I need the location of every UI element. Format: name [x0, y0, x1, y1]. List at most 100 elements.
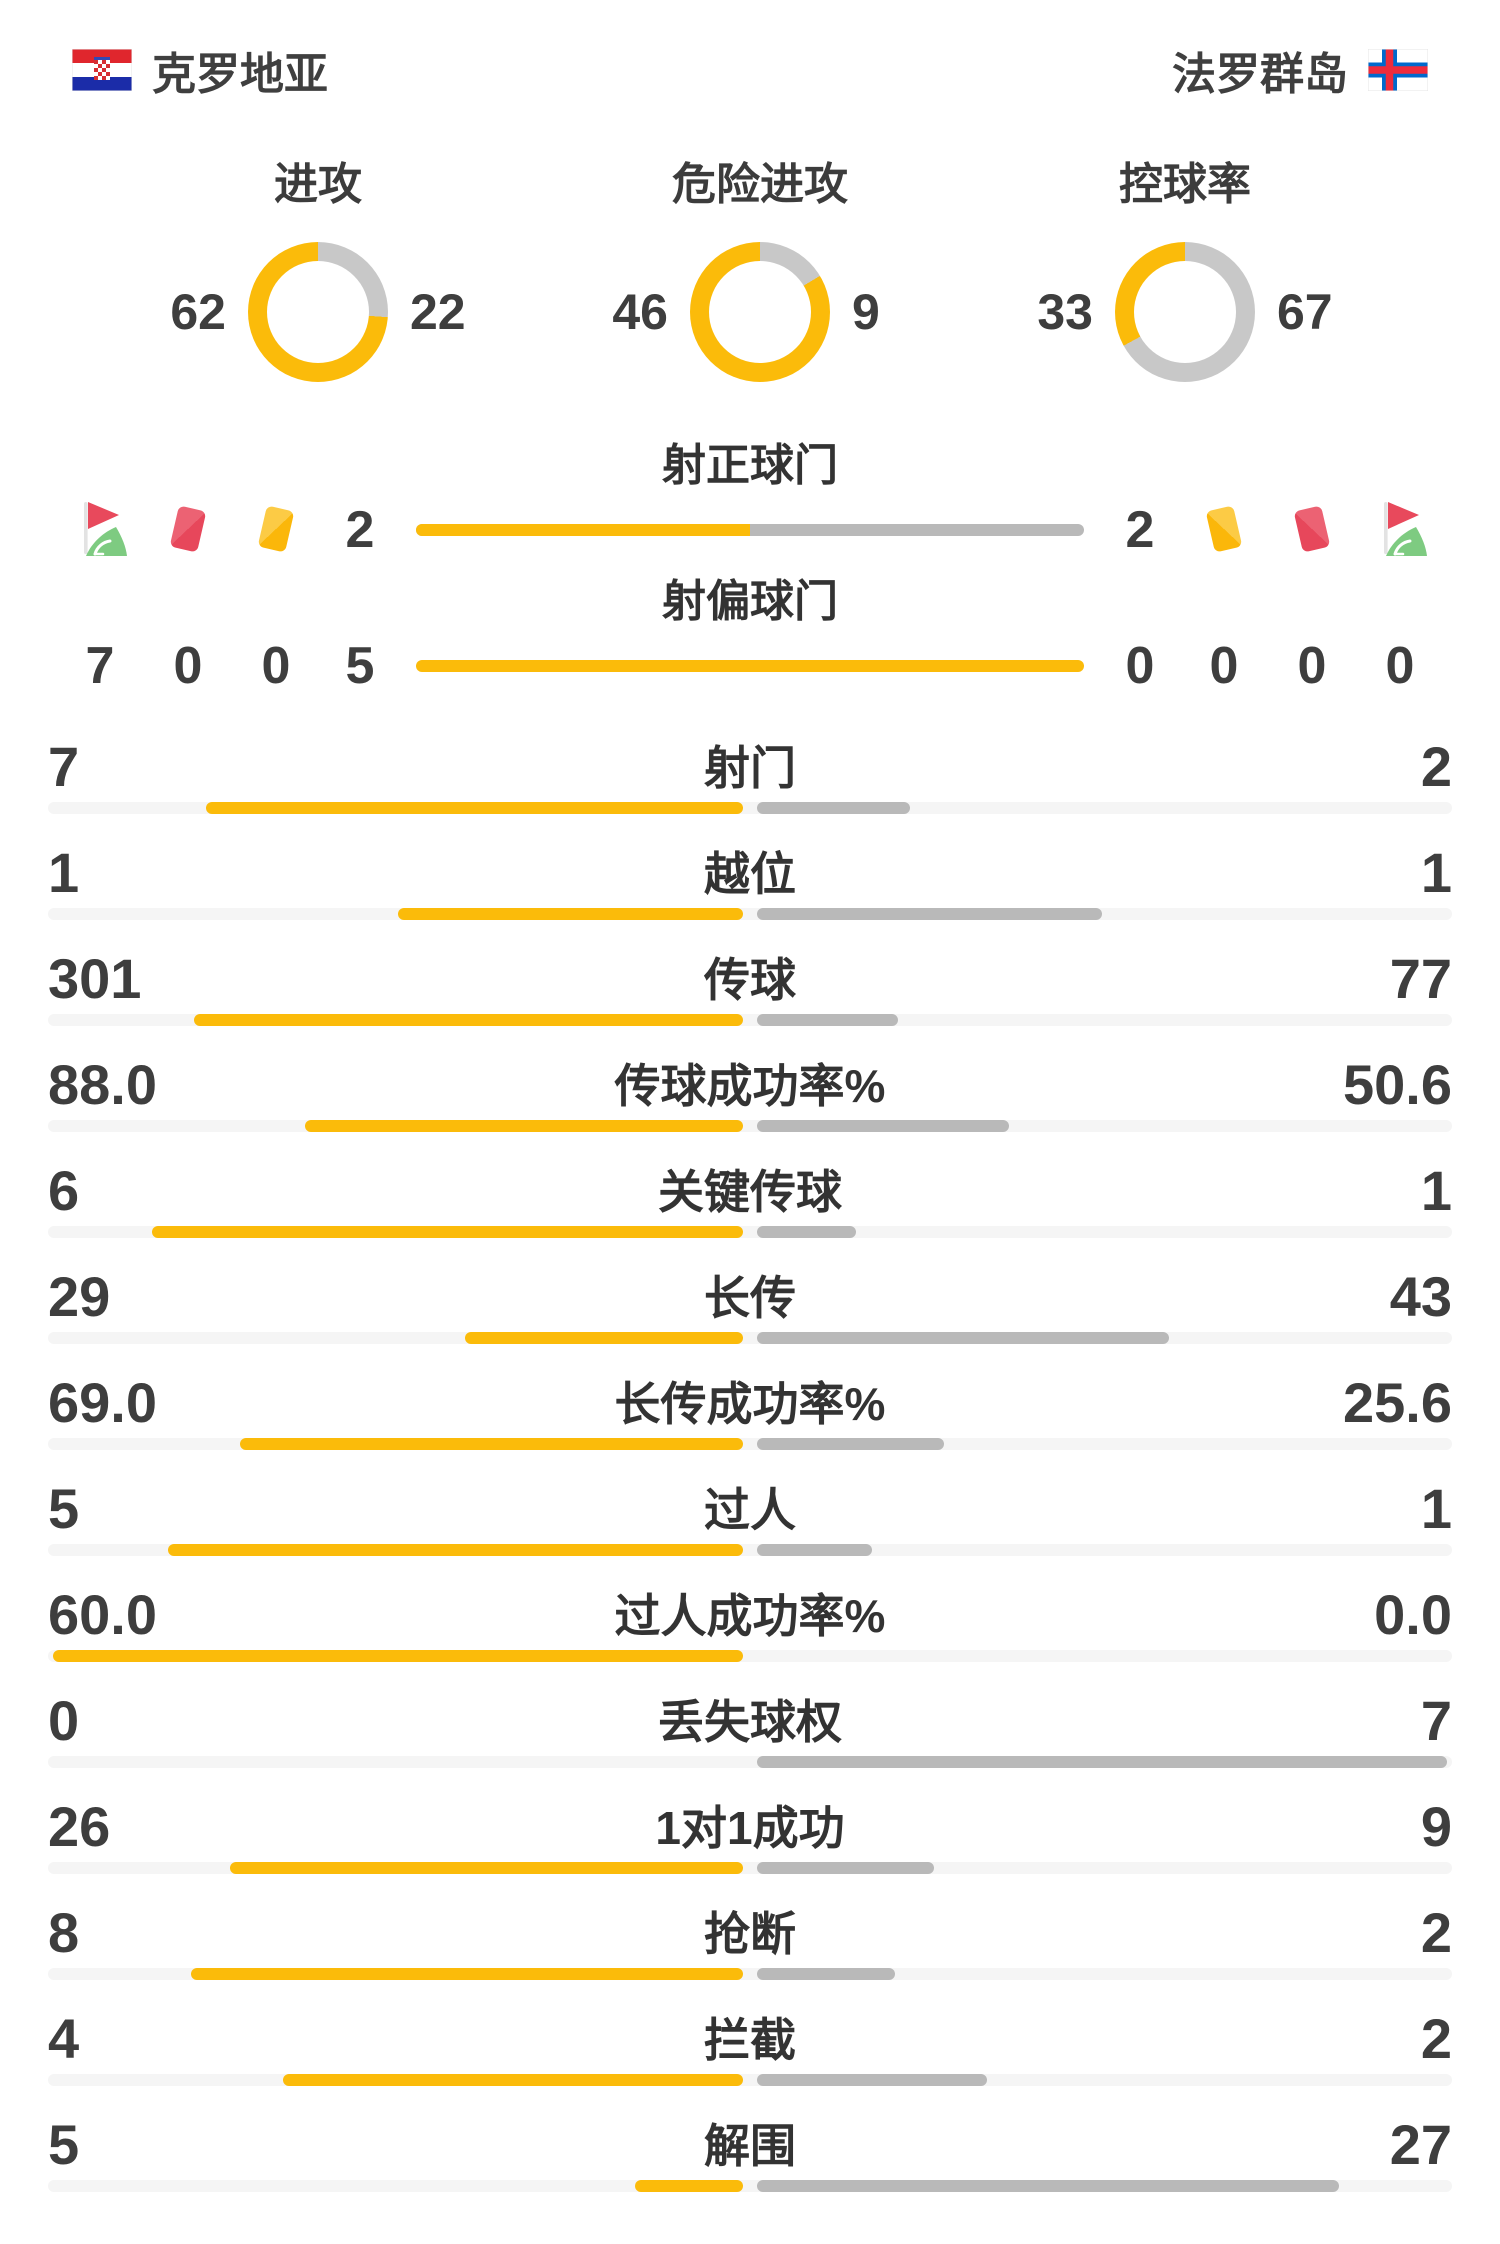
- away-stat-value: 0.0: [1374, 1583, 1452, 1646]
- stat-row: 29 长传 43: [48, 1268, 1452, 1374]
- stat-bar-track: [48, 1544, 1452, 1556]
- stat-bar-track: [48, 1226, 1452, 1238]
- shots-on-target-label: 射正球门: [662, 441, 838, 490]
- away-bar-segment: [757, 1014, 898, 1026]
- stat-label: 传球成功率%: [614, 1060, 886, 1112]
- home-discipline-icons: [72, 500, 304, 560]
- stat-row-header: 29 长传 43: [48, 1268, 1452, 1326]
- home-bar-segment: [465, 1332, 743, 1344]
- home-bar-segment: [167, 1544, 743, 1556]
- home-bar-fill: [416, 524, 750, 536]
- home-bar-segment: [151, 1226, 743, 1238]
- stat-row: 1 越位 1: [48, 844, 1452, 950]
- stat-row: 69.0 长传成功率% 25.6: [48, 1374, 1452, 1480]
- home-stat-value: 4: [48, 2007, 80, 2070]
- away-bar-segment: [757, 1544, 872, 1556]
- stat-row-header: 1 越位 1: [48, 844, 1452, 902]
- away-yellow-cards-count: 0: [1209, 637, 1239, 695]
- away-stat-value: 7: [1420, 1689, 1452, 1752]
- stats-list: 7 射门 2 1 越位 1 301 传球: [0, 738, 1500, 2222]
- shots-on-target-row: 2 2: [72, 498, 1428, 562]
- away-bar-segment: [757, 1756, 1448, 1768]
- stat-label: 拦截: [704, 2014, 796, 2066]
- shots-off-target-label: 射偏球门: [662, 577, 838, 626]
- away-discipline-counts: 0 0 0: [1196, 636, 1428, 696]
- away-stat-value: 1: [1420, 841, 1452, 904]
- stat-label: 射门: [704, 742, 796, 794]
- attacks-donut-group: 进攻 62 22: [148, 160, 488, 382]
- stat-row-header: 301 传球 77: [48, 950, 1452, 1008]
- home-bar-segment: [193, 1014, 743, 1026]
- stat-label: 越位: [704, 848, 796, 900]
- stat-label: 过人成功率%: [614, 1590, 886, 1642]
- donut-section: 进攻 62 22 危险进攻 46 9 控球率 33 67: [0, 160, 1500, 410]
- team-header: 克罗地亚 法罗群岛: [0, 0, 1500, 102]
- home-bar-segment: [52, 1650, 743, 1662]
- stat-row: 301 传球 77: [48, 950, 1452, 1056]
- donut-away-value: 67: [1277, 284, 1333, 340]
- shots-off-target-bar: [416, 660, 1084, 672]
- home-yellow-cards-count: 0: [261, 637, 291, 695]
- stat-bar-track: [48, 1332, 1452, 1344]
- stat-bar-track: [48, 2180, 1452, 2192]
- shots-on-target-home-value: 2: [345, 501, 375, 559]
- away-bar-segment: [757, 1968, 895, 1980]
- stat-label: 关键传球: [658, 1166, 842, 1218]
- home-team: 克罗地亚: [72, 38, 328, 102]
- stat-row-header: 8 抢断 2: [48, 1904, 1452, 1962]
- donut-chart: [690, 242, 830, 382]
- stat-row: 5 解围 27: [48, 2116, 1452, 2222]
- away-stat-value: 2: [1420, 2007, 1452, 2070]
- stat-row: 26 1对1成功 9: [48, 1798, 1452, 1904]
- stat-bar-track: [48, 1438, 1452, 1450]
- stat-bar-track: [48, 2074, 1452, 2086]
- stat-row-header: 60.0 过人成功率% 0.0: [48, 1586, 1452, 1644]
- home-bar-segment: [230, 1862, 743, 1874]
- red-card-icon: [170, 506, 206, 552]
- stat-row-header: 26 1对1成功 9: [48, 1798, 1452, 1856]
- away-discipline-icons: [1196, 500, 1428, 560]
- away-bar-segment: [757, 1120, 1009, 1132]
- stat-bar-track: [48, 1120, 1452, 1132]
- shots-section: 射正球门: [0, 440, 1500, 698]
- home-bar-segment: [239, 1438, 743, 1450]
- stat-bar-track: [48, 908, 1452, 920]
- away-stat-value: 77: [1389, 947, 1452, 1010]
- stat-row-header: 5 解围 27: [48, 2116, 1452, 2174]
- dangerous-attacks-donut-group: 危险进攻 46 9: [590, 160, 930, 382]
- stat-bar-track: [48, 1756, 1452, 1768]
- stat-label: 丢失球权: [658, 1696, 842, 1748]
- stat-row-header: 6 关键传球 1: [48, 1162, 1452, 1220]
- home-stat-value: 26: [48, 1795, 111, 1858]
- home-stat-value: 5: [48, 2113, 80, 2176]
- donut-chart: [1115, 242, 1255, 382]
- donut-home-value: 33: [1037, 284, 1093, 340]
- stat-row-header: 0 丢失球权 7: [48, 1692, 1452, 1750]
- home-stat-value: 5: [48, 1477, 80, 1540]
- away-stat-value: 2: [1420, 1901, 1452, 1964]
- home-stat-value: 69.0: [48, 1371, 157, 1434]
- away-team-name: 法罗群岛: [1172, 50, 1348, 99]
- stat-bar-track: [48, 1650, 1452, 1662]
- stat-row: 7 射门 2: [48, 738, 1452, 844]
- away-stat-value: 1: [1420, 1477, 1452, 1540]
- donut-away-value: 22: [410, 284, 466, 340]
- home-stat-value: 60.0: [48, 1583, 157, 1646]
- away-bar-segment: [757, 1438, 944, 1450]
- shots-off-target-home-value: 5: [345, 637, 375, 695]
- donut-title: 控球率: [1119, 160, 1251, 209]
- stat-row: 5 过人 1: [48, 1480, 1452, 1586]
- away-red-cards-count: 0: [1297, 637, 1327, 695]
- home-stat-value: 1: [48, 841, 80, 904]
- home-stat-value: 301: [48, 947, 142, 1010]
- shots-on-target-away-value: 2: [1125, 501, 1155, 559]
- stat-label: 解围: [704, 2120, 796, 2172]
- away-team: 法罗群岛: [1172, 38, 1428, 102]
- away-bar-segment: [757, 1332, 1170, 1344]
- donut-chart: [248, 242, 388, 382]
- stat-row: 0 丢失球权 7: [48, 1692, 1452, 1798]
- shots-off-target-row: 7 0 0 5 0 0 0 0: [72, 634, 1428, 698]
- home-bar-segment: [635, 2180, 743, 2192]
- donut-home-value: 62: [170, 284, 226, 340]
- stat-row-header: 69.0 长传成功率% 25.6: [48, 1374, 1452, 1432]
